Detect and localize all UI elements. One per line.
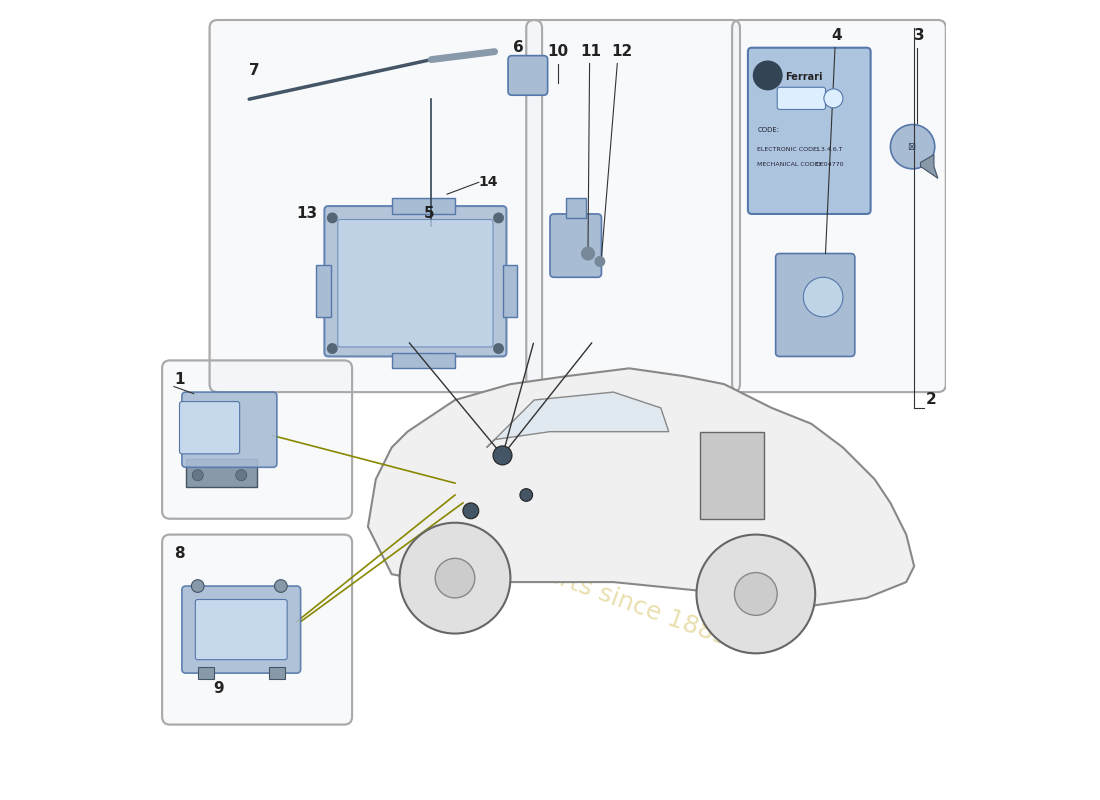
Circle shape bbox=[735, 573, 778, 615]
Circle shape bbox=[494, 344, 504, 354]
Circle shape bbox=[399, 522, 510, 634]
Circle shape bbox=[754, 61, 782, 90]
Text: MECHANICAL CODE:: MECHANICAL CODE: bbox=[758, 162, 821, 167]
FancyBboxPatch shape bbox=[778, 87, 825, 110]
FancyBboxPatch shape bbox=[182, 586, 300, 673]
FancyBboxPatch shape bbox=[550, 214, 602, 278]
Circle shape bbox=[493, 446, 512, 465]
Polygon shape bbox=[486, 392, 669, 447]
Text: 12: 12 bbox=[612, 44, 632, 58]
Text: eurOparts: eurOparts bbox=[408, 432, 692, 574]
Bar bbox=[270, 666, 285, 678]
Bar bbox=[565, 198, 585, 218]
Circle shape bbox=[803, 278, 843, 317]
FancyBboxPatch shape bbox=[733, 20, 946, 392]
Text: 3: 3 bbox=[914, 28, 925, 42]
Text: 1: 1 bbox=[174, 372, 185, 387]
Text: ⊠: ⊠ bbox=[906, 142, 915, 152]
FancyBboxPatch shape bbox=[210, 20, 542, 392]
Circle shape bbox=[328, 344, 337, 354]
FancyBboxPatch shape bbox=[182, 392, 277, 467]
Text: 9: 9 bbox=[213, 681, 224, 696]
Circle shape bbox=[696, 534, 815, 654]
Bar bbox=[317, 266, 331, 317]
FancyBboxPatch shape bbox=[508, 56, 548, 95]
Bar bbox=[392, 353, 455, 368]
Text: a passion for parts since 1885: a passion for parts since 1885 bbox=[368, 498, 732, 650]
Polygon shape bbox=[921, 154, 938, 178]
Bar bbox=[198, 666, 213, 678]
Circle shape bbox=[328, 213, 337, 222]
FancyBboxPatch shape bbox=[338, 219, 493, 347]
FancyBboxPatch shape bbox=[776, 254, 855, 357]
Text: ELECTRONIC CODE:: ELECTRONIC CODE: bbox=[758, 146, 820, 152]
Text: 2: 2 bbox=[926, 392, 937, 407]
Text: 8: 8 bbox=[174, 546, 185, 562]
Text: 10: 10 bbox=[547, 44, 568, 58]
Polygon shape bbox=[701, 432, 763, 518]
Circle shape bbox=[191, 580, 204, 592]
Text: 6: 6 bbox=[513, 40, 524, 54]
FancyBboxPatch shape bbox=[748, 48, 870, 214]
Circle shape bbox=[192, 470, 204, 481]
Text: 7: 7 bbox=[250, 63, 260, 78]
Circle shape bbox=[595, 257, 605, 266]
Circle shape bbox=[520, 489, 532, 502]
Circle shape bbox=[275, 580, 287, 592]
Circle shape bbox=[463, 503, 478, 518]
Circle shape bbox=[494, 213, 504, 222]
Circle shape bbox=[824, 89, 843, 108]
Circle shape bbox=[235, 470, 246, 481]
Text: 11: 11 bbox=[580, 44, 601, 58]
FancyBboxPatch shape bbox=[179, 402, 240, 454]
Circle shape bbox=[890, 125, 935, 169]
FancyBboxPatch shape bbox=[526, 20, 740, 392]
Text: Ferrari: Ferrari bbox=[785, 72, 823, 82]
Polygon shape bbox=[367, 368, 914, 606]
FancyBboxPatch shape bbox=[162, 361, 352, 518]
FancyBboxPatch shape bbox=[324, 206, 506, 357]
FancyBboxPatch shape bbox=[196, 599, 287, 660]
FancyBboxPatch shape bbox=[162, 534, 352, 725]
Text: 14: 14 bbox=[478, 175, 498, 190]
Bar bbox=[392, 198, 455, 214]
Text: 4: 4 bbox=[830, 28, 842, 42]
Text: 1.3.4.6.T: 1.3.4.6.T bbox=[815, 146, 843, 152]
Text: DE04770: DE04770 bbox=[815, 162, 844, 167]
Text: 13: 13 bbox=[297, 206, 318, 221]
Circle shape bbox=[582, 247, 594, 260]
Circle shape bbox=[436, 558, 475, 598]
Bar bbox=[503, 266, 517, 317]
Bar bbox=[186, 459, 257, 487]
Text: CODE:: CODE: bbox=[758, 127, 780, 134]
Text: 5: 5 bbox=[424, 206, 434, 221]
